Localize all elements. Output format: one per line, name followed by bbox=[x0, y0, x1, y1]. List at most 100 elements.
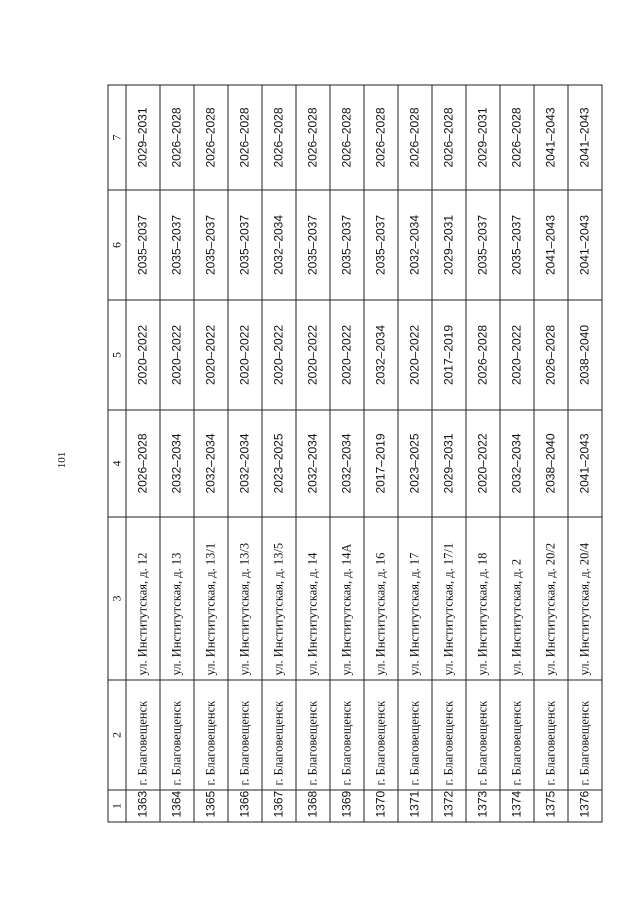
table-row: 1373 г. Благовещенск ул. Институтская, д. … bbox=[466, 85, 500, 822]
city-cell: г. Благовещенск bbox=[568, 680, 602, 790]
row-number: 1371 bbox=[398, 790, 432, 822]
col6-period: 2035–2037 bbox=[160, 190, 194, 300]
row-number: 1373 bbox=[466, 790, 500, 822]
address-cell: ул. Институтская, д. 17 bbox=[398, 517, 432, 680]
table-row: 1369 г. Благовещенск ул. Институтская, д. … bbox=[330, 85, 364, 822]
col4-period: 2017–2019 bbox=[364, 410, 398, 517]
col7-period: 2026–2028 bbox=[500, 85, 534, 190]
header-col-3: 3 bbox=[108, 517, 126, 680]
table-row: 1366 г. Благовещенск ул. Институтская, д. … bbox=[228, 85, 262, 822]
col7-period: 2026–2028 bbox=[330, 85, 364, 190]
schedule-table: 1 2 3 4 5 6 7 1363 г. Благовещенск ул. Инс… bbox=[108, 85, 603, 823]
address-cell: ул. Институтская, д. 20/4 bbox=[568, 517, 602, 680]
city-cell: г. Благовещенск bbox=[364, 680, 398, 790]
col6-period: 2035–2037 bbox=[296, 190, 330, 300]
header-col-5: 5 bbox=[108, 300, 126, 410]
row-number: 1376 bbox=[568, 790, 602, 822]
city-cell: г. Благовещенск bbox=[262, 680, 296, 790]
rotated-table-container: 1 2 3 4 5 6 7 1363 г. Благовещенск ул. Инс… bbox=[108, 85, 603, 823]
city-cell: г. Благовещенск bbox=[534, 680, 568, 790]
col7-period: 2026–2028 bbox=[262, 85, 296, 190]
table-row: 1365 г. Благовещенск ул. Институтская, д. … bbox=[194, 85, 228, 822]
header-col-4: 4 bbox=[108, 410, 126, 517]
table-row: 1364 г. Благовещенск ул. Институтская, д. … bbox=[160, 85, 194, 822]
col4-period: 2020–2022 bbox=[466, 410, 500, 517]
address-cell: ул. Институтская, д. 14А bbox=[330, 517, 364, 680]
table-row: 1370 г. Благовещенск ул. Институтская, д. … bbox=[364, 85, 398, 822]
col7-period: 2029–2031 bbox=[466, 85, 500, 190]
address-cell: ул. Институтская, д. 2 bbox=[500, 517, 534, 680]
table-row: 1374 г. Благовещенск ул. Институтская, д. … bbox=[500, 85, 534, 822]
col7-period: 2026–2028 bbox=[228, 85, 262, 190]
col5-period: 2020–2022 bbox=[126, 300, 160, 410]
row-number: 1367 bbox=[262, 790, 296, 822]
row-number: 1364 bbox=[160, 790, 194, 822]
col6-period: 2035–2037 bbox=[228, 190, 262, 300]
col5-period: 2026–2028 bbox=[466, 300, 500, 410]
col7-period: 2026–2028 bbox=[296, 85, 330, 190]
col4-period: 2032–2034 bbox=[296, 410, 330, 517]
col4-period: 2023–2025 bbox=[398, 410, 432, 517]
col6-period: 2035–2037 bbox=[466, 190, 500, 300]
city-cell: г. Благовещенск bbox=[228, 680, 262, 790]
col4-period: 2032–2034 bbox=[160, 410, 194, 517]
table-row: 1376 г. Благовещенск ул. Институтская, д. … bbox=[568, 85, 602, 822]
row-number: 1368 bbox=[296, 790, 330, 822]
table-row: 1368 г. Благовещенск ул. Институтская, д. … bbox=[296, 85, 330, 822]
header-col-7: 7 bbox=[108, 85, 126, 190]
row-number: 1372 bbox=[432, 790, 466, 822]
col6-period: 2041–2043 bbox=[568, 190, 602, 300]
table-row: 1372 г. Благовещенск ул. Институтская, д. … bbox=[432, 85, 466, 822]
header-row: 1 2 3 4 5 6 7 bbox=[108, 85, 126, 822]
city-cell: г. Благовещенск bbox=[296, 680, 330, 790]
address-cell: ул. Институтская, д. 14 bbox=[296, 517, 330, 680]
header-col-2: 2 bbox=[108, 680, 126, 790]
col7-period: 2041–2043 bbox=[568, 85, 602, 190]
table-row: 1371 г. Благовещенск ул. Институтская, д. … bbox=[398, 85, 432, 822]
col5-period: 2020–2022 bbox=[262, 300, 296, 410]
address-cell: ул. Институтская, д. 13/1 bbox=[194, 517, 228, 680]
address-cell: ул. Институтская, д. 13/5 bbox=[262, 517, 296, 680]
col7-period: 2041–2043 bbox=[534, 85, 568, 190]
col5-period: 2026–2028 bbox=[534, 300, 568, 410]
city-cell: г. Благовещенск bbox=[330, 680, 364, 790]
city-cell: г. Благовещенск bbox=[160, 680, 194, 790]
col4-period: 2041–2043 bbox=[568, 410, 602, 517]
address-cell: ул. Институтская, д. 13/3 bbox=[228, 517, 262, 680]
address-cell: ул. Институтская, д. 18 bbox=[466, 517, 500, 680]
col5-period: 2020–2022 bbox=[160, 300, 194, 410]
row-number: 1374 bbox=[500, 790, 534, 822]
col4-period: 2023–2025 bbox=[262, 410, 296, 517]
city-cell: г. Благовещенск bbox=[466, 680, 500, 790]
col6-period: 2035–2037 bbox=[364, 190, 398, 300]
col6-period: 2035–2037 bbox=[126, 190, 160, 300]
row-number: 1369 bbox=[330, 790, 364, 822]
col6-period: 2035–2037 bbox=[194, 190, 228, 300]
col4-period: 2029–2031 bbox=[432, 410, 466, 517]
address-cell: ул. Институтская, д. 17/1 bbox=[432, 517, 466, 680]
col5-period: 2032–2034 bbox=[364, 300, 398, 410]
city-cell: г. Благовещенск bbox=[126, 680, 160, 790]
col7-period: 2026–2028 bbox=[194, 85, 228, 190]
col4-period: 2032–2034 bbox=[228, 410, 262, 517]
col5-period: 2020–2022 bbox=[398, 300, 432, 410]
city-cell: г. Благовещенск bbox=[194, 680, 228, 790]
table-row: 1375 г. Благовещенск ул. Институтская, д. … bbox=[534, 85, 568, 822]
address-cell: ул. Институтская, д. 13 bbox=[160, 517, 194, 680]
col6-period: 2032–2034 bbox=[262, 190, 296, 300]
city-cell: г. Благовещенск bbox=[500, 680, 534, 790]
city-cell: г. Благовещенск bbox=[398, 680, 432, 790]
col5-period: 2020–2022 bbox=[500, 300, 534, 410]
row-number: 1363 bbox=[126, 790, 160, 822]
col4-period: 2032–2034 bbox=[194, 410, 228, 517]
col7-period: 2026–2028 bbox=[398, 85, 432, 190]
col5-period: 2020–2022 bbox=[296, 300, 330, 410]
col4-period: 2038–2040 bbox=[534, 410, 568, 517]
address-cell: ул. Институтская, д. 12 bbox=[126, 517, 160, 680]
page-number: 101 bbox=[56, 451, 68, 469]
header-col-6: 6 bbox=[108, 190, 126, 300]
col6-period: 2029–2031 bbox=[432, 190, 466, 300]
header-col-1: 1 bbox=[108, 790, 126, 822]
col5-period: 2020–2022 bbox=[228, 300, 262, 410]
row-number: 1366 bbox=[228, 790, 262, 822]
